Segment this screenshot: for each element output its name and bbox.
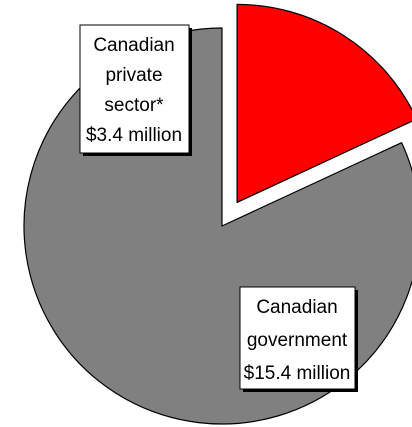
- data-label-line: government: [247, 330, 348, 351]
- data-label-line: $15.4 million: [244, 363, 351, 384]
- data-label-line: private: [105, 65, 162, 86]
- data-label-line: Canadian: [256, 297, 337, 318]
- data-label-private-sector: Canadian private sector* $3.4 million: [79, 24, 192, 156]
- data-label-line: Canadian: [93, 35, 174, 56]
- data-label-line: $3.4 million: [86, 125, 182, 146]
- data-label-government: Canadian government $15.4 million: [239, 286, 358, 392]
- pie-slice-private-sector: [236, 3, 412, 203]
- data-label-line: sector*: [104, 95, 164, 116]
